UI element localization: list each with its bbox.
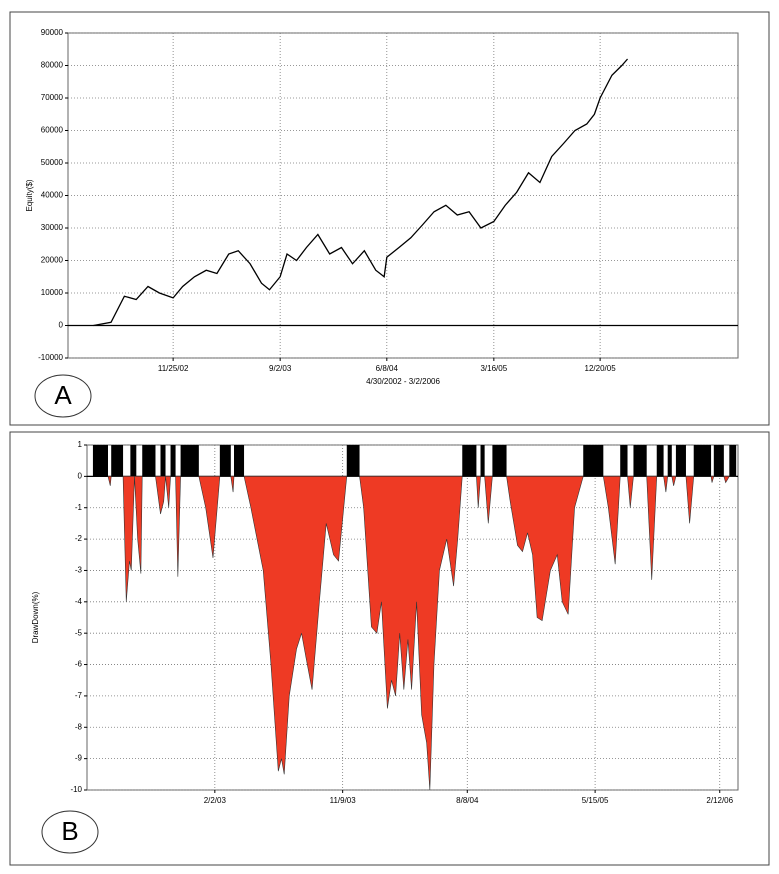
new-high-bar <box>180 445 199 477</box>
y-tick-label: 50000 <box>41 158 64 167</box>
y-axis-label: DrawDown(%) <box>31 591 40 643</box>
y-tick-label: 20000 <box>41 256 64 265</box>
new-high-bar <box>656 445 664 477</box>
panel-badge <box>34 374 92 418</box>
new-high-bar <box>492 445 507 477</box>
new-high-bar <box>219 445 231 477</box>
new-high-bar <box>667 445 672 477</box>
y-tick-label: -10 <box>70 785 82 794</box>
panel-frame <box>9 11 770 426</box>
y-tick-label: -10000 <box>38 353 63 362</box>
new-high-bar <box>729 445 737 477</box>
y-tick-label: -5 <box>75 628 83 637</box>
drawdown-area <box>107 476 737 791</box>
x-tick-label: 8/8/04 <box>456 796 479 805</box>
y-tick-label: -3 <box>75 566 83 575</box>
y-tick-label: 0 <box>59 321 64 330</box>
y-tick-label: 0 <box>78 471 83 480</box>
x-tick-label: 11/25/02 <box>158 364 189 373</box>
y-tick-label: -7 <box>75 691 83 700</box>
new-high-bar <box>234 445 245 477</box>
new-high-bar <box>583 445 604 477</box>
plot-area <box>67 32 739 359</box>
new-high-bar <box>92 445 108 477</box>
new-high-bar <box>633 445 647 477</box>
y-tick-label: 60000 <box>41 126 64 135</box>
panel-badge <box>41 810 99 854</box>
y-tick-label: -2 <box>75 534 83 543</box>
y-tick-label: 40000 <box>41 191 64 200</box>
y-tick-label: 1 <box>78 440 83 449</box>
y-tick-label: -9 <box>75 754 83 763</box>
new-high-bar <box>713 445 724 477</box>
x-tick-label: 3/16/05 <box>480 364 507 373</box>
y-tick-label: 90000 <box>41 28 64 37</box>
y-tick-label: 70000 <box>41 93 64 102</box>
y-tick-label: 30000 <box>41 223 64 232</box>
panel-label: B <box>61 816 78 846</box>
x-axis-label: 4/30/2002 - 3/2/2006 <box>366 377 440 386</box>
y-tick-label: -6 <box>75 660 83 669</box>
panel-frame <box>9 431 770 866</box>
x-tick-label: 9/2/03 <box>269 364 292 373</box>
new-high-bar <box>160 445 166 477</box>
y-axis-label: Equity($) <box>25 179 34 211</box>
y-tick-label: -1 <box>75 503 83 512</box>
new-high-bar <box>693 445 712 477</box>
y-tick-label: 10000 <box>41 288 64 297</box>
y-tick-label: -4 <box>75 597 83 606</box>
new-high-bar <box>675 445 686 477</box>
new-high-bar <box>111 445 124 477</box>
y-tick-label: -8 <box>75 722 83 731</box>
new-high-bar <box>130 445 137 477</box>
x-tick-label: 12/20/05 <box>585 364 617 373</box>
new-high-bar <box>480 445 485 477</box>
panel-label: A <box>54 380 72 410</box>
new-high-bar <box>620 445 628 477</box>
new-high-bar <box>462 445 477 477</box>
new-high-bar <box>170 445 176 477</box>
equity-line <box>93 58 629 327</box>
x-tick-label: 11/9/03 <box>330 796 357 805</box>
x-tick-label: 6/8/04 <box>376 364 399 373</box>
x-tick-label: 5/15/05 <box>582 796 609 805</box>
x-tick-label: 2/2/03 <box>204 796 227 805</box>
y-tick-label: 80000 <box>41 61 64 70</box>
x-tick-label: 2/12/06 <box>706 796 733 805</box>
new-high-bar <box>142 445 156 477</box>
new-high-bar <box>346 445 360 477</box>
